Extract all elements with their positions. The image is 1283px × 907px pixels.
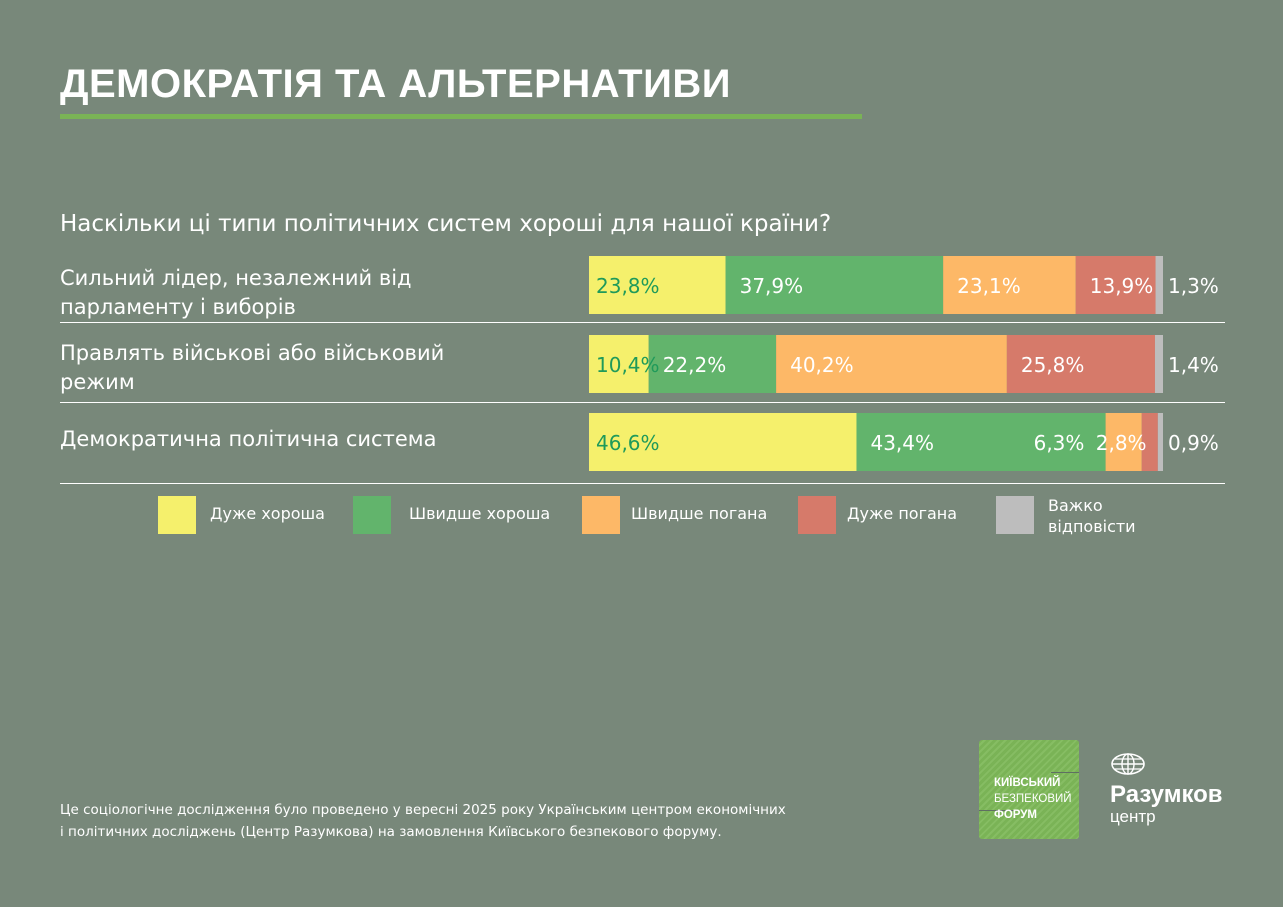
logo-line [979,810,1019,811]
legend-label: Дуже хороша [210,504,325,523]
bar-segment-rather-good [725,256,944,314]
data-label-hard-to-say: 1,3% [1168,274,1219,298]
bar-segment-rather-bad [776,335,1007,393]
legend-swatch [582,496,620,534]
logo-line [1051,772,1079,773]
kbf-logo-line: ФОРУМ [994,809,1038,821]
row-label-democracy: Демократична політична система [60,425,560,454]
row-label-line: Правлять військові або військовий [60,341,445,365]
data-label-rather-good: 22,2% [663,353,727,377]
bar-segment-rather-bad [943,256,1076,314]
page-title: ДЕМОКРАТІЯ ТА АЛЬТЕРНАТИВИ [60,62,731,106]
bar-segment-rather-good [856,413,1106,471]
bar-segment-very-bad [1141,413,1158,471]
data-label-very-good: 46,6% [596,431,660,455]
row-label-line: режим [60,370,135,394]
data-label-very-good: 10,4% [596,353,660,377]
row-label-line: Демократична політична система [60,427,437,451]
data-label-rather-bad: 6,3% [1034,431,1085,455]
bar-segment-hard-to-say [1154,335,1163,393]
legend-label: Важко відповісти [1048,496,1136,536]
row-divider [60,322,1225,323]
bar-segment-hard-to-say [1155,256,1163,314]
bar-segment-very-good [589,256,726,314]
data-label-rather-good: 43,4% [870,431,934,455]
chart-legend: Дуже хороша Швидше хороша Швидше погана … [0,496,1283,546]
stacked-bar-chart: 23,8% 37,9% 23,1% 13,9% 1,3% 10,4% 22,2% 40,2% 2… [589,256,1219,471]
legend-label: Швидше погана [631,504,768,523]
legend-swatch [353,496,391,534]
bar-segment-very-good [589,413,857,471]
kbf-logo-text: КИЇВСЬКИЙ БЕЗПЕКОВИЙ ФОРУМ [994,775,1079,823]
razumkov-sub: центр [1110,807,1156,826]
data-label-very-bad: 25,8% [1021,353,1085,377]
data-label-rather-bad: 23,1% [957,274,1021,298]
footnote-line: і політичних досліджень (Центр Разумкова… [60,824,722,840]
row-label-strong-leader: Сильний лідер, незалежний від парламенту… [60,264,560,322]
title-underline [60,114,862,119]
bar-segment-rather-good [648,335,777,393]
legend-label: Дуже погана [847,504,958,523]
legend-item-rather-bad: Швидше погана [582,496,767,534]
bar-segment-rather-bad [1105,413,1142,471]
row-label-line: Сильний лідер, незалежний від [60,266,412,290]
data-label-rather-good: 37,9% [740,274,804,298]
row-divider [60,402,1225,403]
data-label-very-bad: 2,8% [1096,431,1147,455]
bar-segment-very-bad [1006,335,1155,393]
legend-item-hard-to-say: Важко відповісти [996,496,1158,537]
bar-segment-very-bad [1075,256,1156,314]
legend-swatch [996,496,1034,534]
data-label-very-good: 23,8% [596,274,660,298]
kyiv-security-forum-logo: КИЇВСЬКИЙ БЕЗПЕКОВИЙ ФОРУМ [979,740,1079,839]
razumkov-centre-logo: Разумков центр [1110,752,1240,826]
kbf-logo-line: БЕЗПЕКОВИЙ [994,793,1072,805]
legend-item-very-bad: Дуже погана [798,496,957,534]
data-label-hard-to-say: 1,4% [1168,353,1219,377]
data-label-rather-bad: 40,2% [790,353,854,377]
bar-segment-hard-to-say [1157,413,1163,471]
kbf-logo-line: КИЇВСЬКИЙ [994,777,1061,789]
data-label-hard-to-say: 0,9% [1168,431,1219,455]
legend-swatch [798,496,836,534]
razumkov-name: Разумков [1110,781,1223,808]
legend-item-very-good: Дуже хороша [158,496,325,534]
row-label-line: парламенту і виборів [60,295,296,319]
chart-question: Наскільки ці типи політичних систем хоро… [60,211,832,237]
legend-label: Швидше хороша [409,504,551,523]
bar-segment-very-good [589,335,649,393]
legend-swatch [158,496,196,534]
row-label-military: Правлять військові або військовий режим [60,339,560,397]
footnote-line: Це соціологічне дослідження було проведе… [60,802,786,818]
footnote: Це соціологічне дослідження було проведе… [60,799,880,843]
globe-icon [1111,753,1145,775]
row-divider [60,483,1225,484]
legend-item-rather-good: Швидше хороша [353,496,550,534]
data-label-very-bad: 13,9% [1090,274,1154,298]
